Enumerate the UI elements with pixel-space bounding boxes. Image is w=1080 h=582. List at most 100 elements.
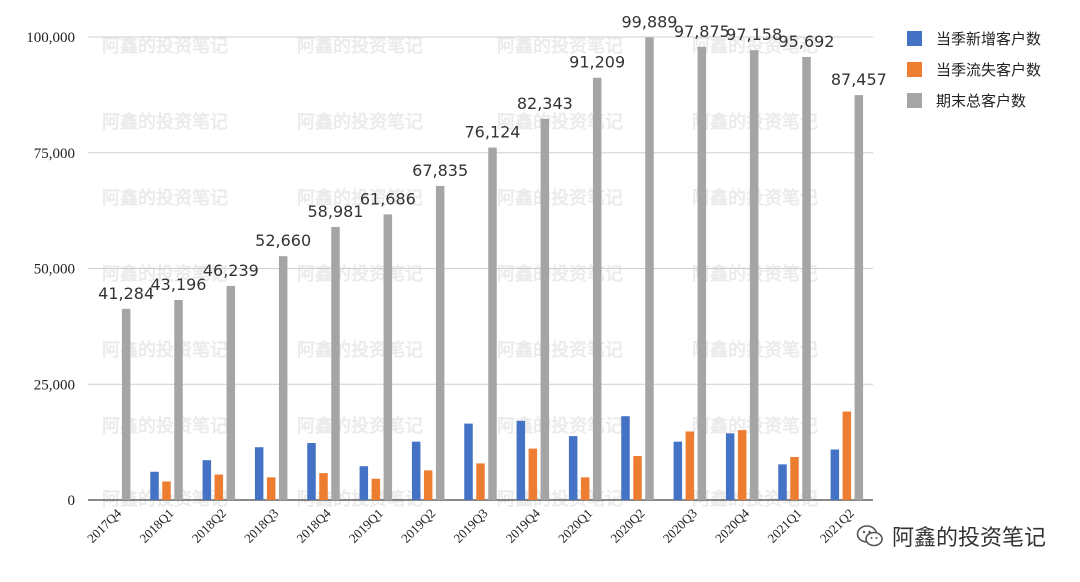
data-label: 52,660 xyxy=(255,231,311,250)
bar-total xyxy=(645,37,654,501)
x-tick-label: 2018Q1 xyxy=(136,506,176,546)
bar-total xyxy=(278,256,288,500)
bar-lost xyxy=(319,473,328,500)
watermark-text: 阿鑫的投资笔记 xyxy=(692,35,818,57)
x-tick-label: 2018Q2 xyxy=(189,506,229,546)
watermark-text: 阿鑫的投资笔记 xyxy=(297,415,423,437)
data-label: 46,239 xyxy=(203,261,259,280)
watermark-text: 阿鑫的投资笔记 xyxy=(102,111,228,133)
x-tick-label: 2020Q3 xyxy=(660,506,700,546)
watermark-text: 阿鑫的投资笔记 xyxy=(102,187,228,209)
data-label: 67,835 xyxy=(412,161,468,180)
data-label: 41,284 xyxy=(98,284,154,303)
bar-new xyxy=(359,466,369,500)
bar-lost xyxy=(214,474,224,500)
bar-lost xyxy=(528,448,538,500)
y-tick-label: 100,000 xyxy=(26,30,75,46)
bar-new xyxy=(464,423,473,500)
watermark-text: 阿鑫的投资笔记 xyxy=(297,187,423,209)
bars xyxy=(121,37,864,501)
legend-label: 当季新增客户数 xyxy=(936,30,1041,48)
bar-total xyxy=(331,226,340,500)
data-label: 58,981 xyxy=(308,202,364,221)
bar-total xyxy=(592,77,602,500)
y-tick-label: 75,000 xyxy=(34,146,75,162)
data-label: 95,692 xyxy=(779,32,835,51)
legend-label: 当季流失客户数 xyxy=(936,61,1041,79)
bar-lost xyxy=(685,431,695,500)
y-tick-label: 0 xyxy=(68,493,76,509)
watermark-text: 阿鑫的投资笔记 xyxy=(497,111,623,133)
watermark-text: 阿鑫的投资笔记 xyxy=(297,111,423,133)
x-tick-label: 2019Q3 xyxy=(450,506,490,546)
data-label: 76,124 xyxy=(465,123,521,142)
bar-lost xyxy=(842,411,852,500)
bar-new xyxy=(411,441,421,500)
bar-lost xyxy=(476,463,485,500)
watermark-text: 阿鑫的投资笔记 xyxy=(297,263,423,285)
bar-total xyxy=(488,147,497,500)
bar-lost xyxy=(371,478,381,500)
watermark-text: 阿鑫的投资笔记 xyxy=(497,488,623,510)
bar-total xyxy=(226,285,236,500)
x-tick-label: 2019Q2 xyxy=(398,506,438,546)
bar-lost xyxy=(266,477,276,500)
watermark-text: 阿鑫的投资笔记 xyxy=(497,187,623,209)
watermark-text: 阿鑫的投资笔记 xyxy=(297,339,423,361)
bar-total xyxy=(121,308,131,500)
bar-total xyxy=(540,118,550,501)
x-axis: 2017Q4 2018Q1 2018Q2 2018Q3 2018Q4 2019Q1 2019… xyxy=(84,505,857,546)
y-tick-label: 50,000 xyxy=(34,262,75,278)
x-tick-label: 2020Q2 xyxy=(607,506,647,546)
watermark-text: 阿鑫的投资笔记 xyxy=(297,35,423,57)
data-label: 82,343 xyxy=(517,94,573,113)
data-label: 99,889 xyxy=(622,13,678,32)
bar-lost xyxy=(737,430,747,500)
data-label: 91,209 xyxy=(569,53,625,72)
bar-total xyxy=(802,56,811,500)
bar-lost xyxy=(423,470,433,500)
x-tick-label: 2021Q1 xyxy=(764,506,804,546)
wechat-icon xyxy=(856,525,883,547)
watermark-text: 阿鑫的投资笔记 xyxy=(497,263,623,285)
bar-new xyxy=(621,416,630,500)
x-tick-label: 2020Q4 xyxy=(712,505,753,546)
watermark-text: 阿鑫的投资笔记 xyxy=(102,415,228,437)
bar-total xyxy=(749,50,759,501)
data-label: 43,196 xyxy=(151,275,207,294)
brand-watermark: 阿鑫的投资笔记 xyxy=(856,520,1046,552)
watermark-text: 阿鑫的投资笔记 xyxy=(102,339,228,361)
legend-swatch xyxy=(907,62,922,77)
x-tick-label: 2019Q4 xyxy=(503,505,544,546)
bar-total xyxy=(435,185,445,500)
bar-new xyxy=(202,460,212,500)
bar-new xyxy=(830,449,840,500)
bar-total xyxy=(854,95,864,500)
bar-new xyxy=(778,464,787,500)
legend-swatch xyxy=(907,31,922,46)
y-tick-label: 25,000 xyxy=(34,377,75,393)
watermark-text: 阿鑫的投资笔记 xyxy=(497,415,623,437)
x-tick-label: 2018Q4 xyxy=(293,505,334,546)
watermark-text: 阿鑫的投资笔记 xyxy=(497,339,623,361)
bar-new xyxy=(516,420,526,500)
bar-total xyxy=(383,214,393,501)
bar-lost xyxy=(580,477,590,500)
data-label: 61,686 xyxy=(360,189,416,208)
bar-new xyxy=(673,441,683,500)
brand-text: 阿鑫的投资笔记 xyxy=(891,526,1046,551)
x-tick-label: 2017Q4 xyxy=(84,505,125,546)
bar-new xyxy=(568,436,578,500)
bar-new xyxy=(254,447,264,500)
y-axis: 0 25,000 50,000 75,000 100,000 xyxy=(26,30,75,509)
legend-swatch xyxy=(907,93,922,108)
bar-total xyxy=(174,300,183,500)
x-tick-label: 2018Q3 xyxy=(241,506,281,546)
x-tick-label: 2019Q1 xyxy=(346,506,386,546)
watermark-text: 阿鑫的投资笔记 xyxy=(497,35,623,57)
bar-new xyxy=(307,443,316,500)
bar-lost xyxy=(790,456,799,500)
